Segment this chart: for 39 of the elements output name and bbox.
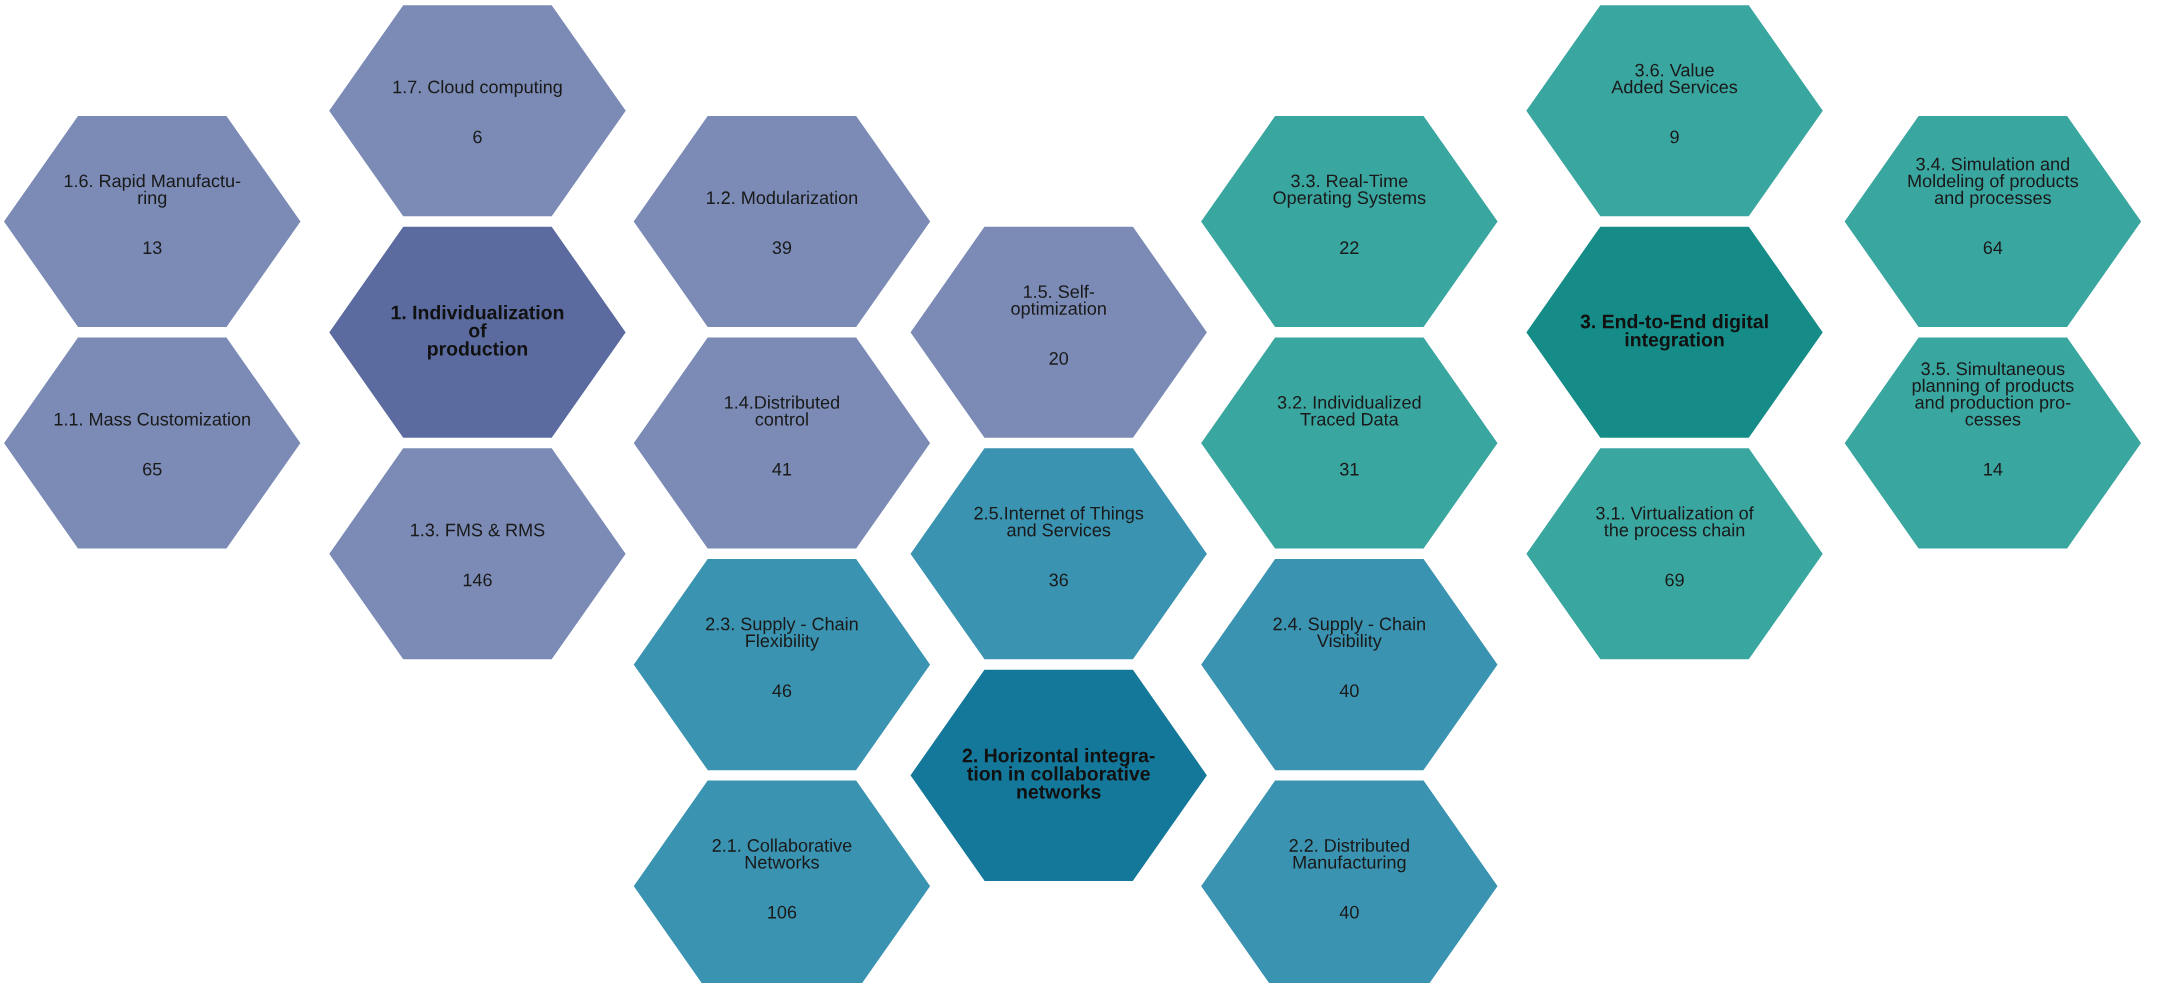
category-label: 3.4. Simulation and Moldeling of products and processes xyxy=(1908,157,2079,208)
category-label: 2. Horizontal integra- tion in collaborative networks xyxy=(962,748,1155,799)
data-label: 106 xyxy=(768,905,797,919)
data-label: 40 xyxy=(1339,905,1359,919)
data-label: 46 xyxy=(772,684,792,698)
data-label: 69 xyxy=(1665,573,1684,587)
data-label: 64 xyxy=(1983,241,2003,255)
category-label: 2.3. Supply - Chain Flexibility xyxy=(706,617,858,651)
category-label: 1.4.Distributed control xyxy=(725,395,839,426)
data-label: 9 xyxy=(1670,130,1679,144)
data-label: 6 xyxy=(473,130,482,144)
data-label: 13 xyxy=(143,241,162,255)
category-label: 1.1. Mass Customization xyxy=(54,412,250,426)
category-label: 3.5. Simultaneous planning of products and production pro- cesses xyxy=(1912,361,2074,426)
data-label: 146 xyxy=(463,573,492,587)
category-label: 1.5. Self- optimization xyxy=(1011,284,1106,319)
category-label: 2.2. Distributed Manufacturing xyxy=(1289,838,1409,873)
data-label: 14 xyxy=(1984,462,2003,476)
category-label: 3.2. Individualized Traced Data xyxy=(1277,395,1421,426)
category-label: 1.2. Modularization xyxy=(707,190,858,205)
data-label: 36 xyxy=(1049,573,1068,587)
data-label: 20 xyxy=(1049,352,1069,365)
category-label: 3.6. Value Added Services xyxy=(1611,63,1738,94)
category-label: 2.4. Supply - Chain Visibility xyxy=(1273,617,1425,651)
category-label: 3. End-to-End digital integration xyxy=(1580,314,1768,351)
data-label: 39 xyxy=(772,241,792,255)
category-label: 1.7. Cloud computing xyxy=(393,80,562,97)
data-label: 22 xyxy=(1340,241,1359,254)
category-label: 1. Individualization of production xyxy=(391,305,564,360)
category-label: 2.1. Collaborative Networks xyxy=(712,838,852,869)
data-label: 40 xyxy=(1339,684,1359,698)
data-label: 31 xyxy=(1339,462,1359,476)
data-label: 65 xyxy=(143,462,162,476)
category-label: 1.3. FMS & RMS xyxy=(411,523,545,537)
data-label: 41 xyxy=(772,462,792,476)
category-label: 3.3. Real-Time Operating Systems xyxy=(1273,174,1426,208)
category-label: 1.6. Rapid Manufactu- ring xyxy=(64,174,241,208)
category-label: 3.1. Virtualization of the process chain xyxy=(1596,506,1754,540)
category-label: 2.5.Internet of Things and Services xyxy=(974,506,1144,537)
